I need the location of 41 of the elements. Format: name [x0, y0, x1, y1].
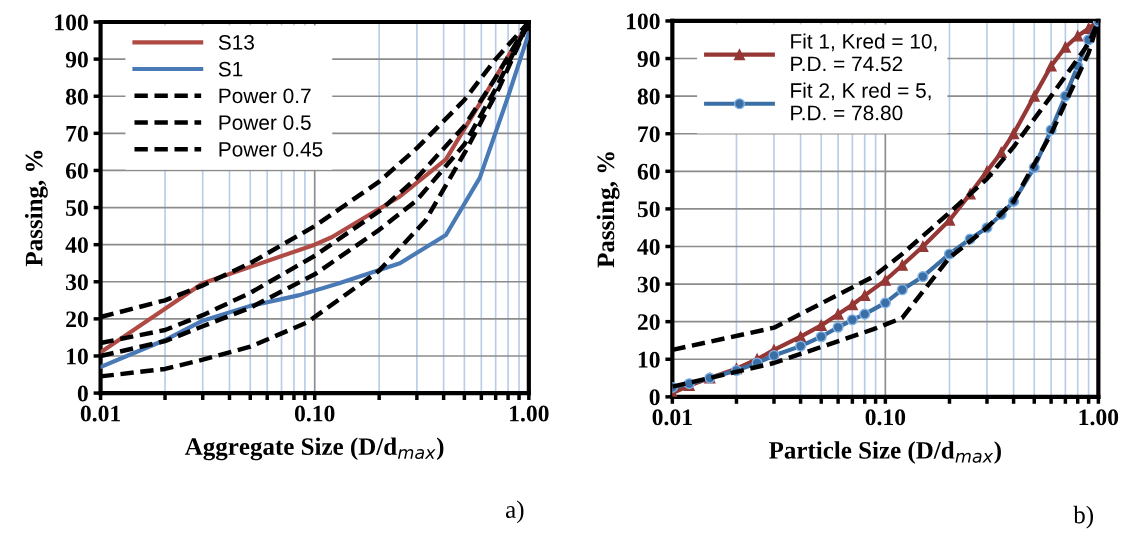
y-tick-label: 90 [65, 51, 88, 68]
y-tick-label: 20 [637, 314, 660, 331]
y-tick-label: 10 [67, 348, 88, 365]
x-tick-label: 1.00 [1079, 409, 1119, 426]
y-tick-label: 60 [637, 163, 660, 180]
x-tick-label: 0.10 [294, 405, 335, 422]
text: b) [1073, 505, 1093, 529]
x-axis-title: Particle Size (D/d$_{max}$) [769, 441, 1001, 464]
y-tick-label: 90 [637, 51, 660, 67]
legend-label: Fit 1, Kred = 10, P.D. = 74.52 [791, 33, 937, 72]
text: a) [506, 500, 524, 524]
y-tick-label: 20 [66, 311, 88, 328]
y-tick-label: 0 [649, 389, 660, 406]
legend-label: Power 0.7 [219, 88, 311, 104]
y-tick-label: 100 [627, 13, 660, 30]
legend-label: S13 [218, 35, 254, 50]
y-axis-title: Passing, % [596, 152, 620, 268]
y-tick-label: 50 [637, 201, 660, 218]
y-tick-label: 70 [638, 126, 660, 143]
y-tick-label: 80 [65, 88, 88, 105]
legend-label: Power 0.5 [219, 115, 311, 130]
y-tick-label: 40 [65, 237, 88, 254]
x-tick-label: 1.00 [510, 405, 549, 422]
y-tick-label: 70 [66, 125, 88, 142]
y-tick-label: 30 [66, 274, 88, 291]
x-tick-label: 0.01 [80, 405, 121, 422]
y-tick-label: 10 [638, 351, 660, 368]
y-tick-label: 40 [637, 238, 660, 255]
y-tick-label: 100 [55, 14, 88, 31]
y-tick-label: 60 [65, 162, 88, 179]
y-tick-label: 0 [77, 385, 88, 402]
y-tick-label: 30 [637, 276, 660, 293]
x-tick-label: 0.10 [865, 409, 906, 426]
legend-label: Power 0.45 [219, 141, 323, 157]
x-tick-label: 0.01 [652, 409, 692, 426]
y-tick-label: 50 [66, 200, 88, 216]
legend-label: Fit 2, K red = 5, P.D. = 78.80 [791, 82, 931, 121]
legend-label: S1 [218, 61, 243, 77]
y-axis-title: Passing, % [24, 150, 48, 267]
y-tick-label: 80 [637, 88, 660, 105]
x-axis-title: Aggregate Size (D/d$_{max}$) [184, 437, 444, 461]
